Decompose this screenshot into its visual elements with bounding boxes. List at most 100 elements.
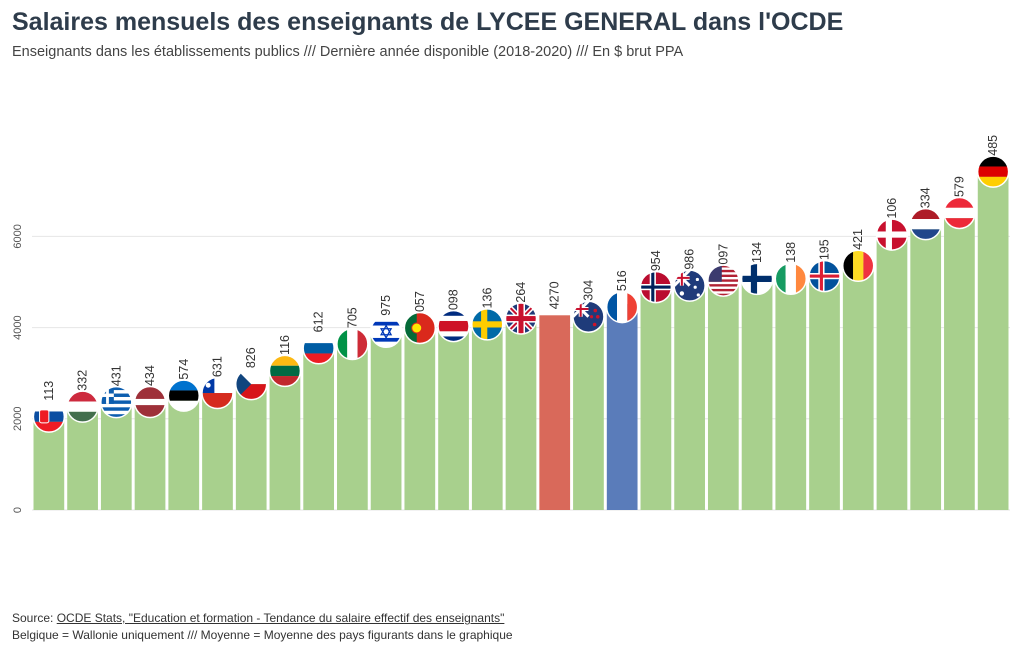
denmark-flag-icon	[875, 218, 909, 251]
bar	[606, 304, 638, 510]
data-label: 4136	[480, 288, 494, 316]
bar	[303, 345, 335, 510]
germany-flag-icon	[976, 155, 1010, 188]
belgium-flag-icon	[841, 249, 875, 283]
norway-flag-icon	[639, 270, 673, 304]
x-tick-label: Lituanie	[278, 517, 293, 563]
ireland-flag-icon	[774, 262, 808, 295]
data-label: 4986	[683, 249, 697, 277]
usa-flag-icon	[707, 264, 740, 297]
x-tick-label: Lettonie	[143, 517, 158, 563]
bar	[977, 168, 1009, 510]
bar	[235, 381, 267, 510]
x-tick-label: Chili	[210, 517, 225, 542]
data-label: 5097	[716, 244, 730, 272]
x-tick-label: Finland	[750, 517, 765, 560]
x-tick-label: Slovénie	[312, 517, 327, 567]
sweden-flag-icon	[471, 308, 504, 341]
data-label: 3975	[379, 295, 393, 323]
data-label: 2332	[76, 370, 90, 398]
netherlands-flag-icon	[909, 207, 942, 241]
data-label: 4057	[413, 291, 427, 319]
greece-flag-icon	[100, 385, 133, 419]
bar	[640, 284, 672, 510]
x-tick-label: Portugal	[413, 517, 428, 566]
x-tick-label: Costa Rica	[447, 516, 462, 580]
slovenia-flag-icon	[302, 332, 335, 365]
czech-flag-icon	[234, 367, 268, 401]
x-tick-label: Pays-Bas	[919, 517, 934, 573]
australia-flag-icon	[673, 269, 706, 302]
x-tick-label: Norvège	[649, 517, 664, 566]
y-tick-label: 2000	[12, 407, 24, 431]
x-tick-label: Angleterre	[514, 517, 529, 577]
data-label: 4270	[548, 281, 562, 309]
bar	[269, 367, 301, 510]
bar	[876, 231, 908, 510]
data-label: 2631	[210, 356, 224, 384]
x-tick-label: Grèce	[109, 517, 124, 552]
data-label: 4304	[581, 280, 595, 308]
data-label: 5138	[784, 242, 798, 270]
bar	[775, 275, 807, 510]
estonia-flag-icon	[167, 379, 201, 412]
bar	[168, 392, 200, 510]
france-flag-icon	[605, 290, 639, 324]
data-label: 4098	[447, 289, 461, 317]
latvia-flag-icon	[133, 385, 167, 419]
bar	[370, 328, 402, 510]
source-link[interactable]: OCDE Stats, "Education et formation - Te…	[56, 611, 505, 625]
data-label: 4954	[649, 250, 663, 278]
italy-flag-icon	[336, 327, 369, 361]
y-tick-label: 0	[12, 507, 24, 513]
data-label: 2826	[244, 347, 258, 375]
finland-flag-icon	[740, 262, 774, 296]
data-label: 2431	[109, 365, 123, 393]
x-tick-label: Nouvelle-Zélande	[581, 517, 596, 619]
data-label: 3705	[345, 307, 359, 335]
x-tick-label: Allemagne	[986, 517, 1001, 578]
data-label: 5421	[851, 229, 865, 257]
data-label: 2434	[143, 365, 157, 393]
bar	[505, 315, 537, 510]
x-tick-label: Irlande	[784, 517, 799, 557]
iceland-flag-icon	[808, 259, 841, 293]
chart-subtitle: Enseignants dans les établissements publ…	[12, 44, 684, 60]
bar	[842, 262, 874, 510]
costa-rica-flag-icon	[437, 309, 470, 343]
uk-flag-icon	[504, 302, 538, 335]
bar	[404, 325, 436, 510]
bar	[944, 209, 975, 510]
data-label: 6334	[919, 187, 933, 215]
chart-title: Salaires mensuels des enseignants de LYC…	[12, 8, 844, 36]
data-label: 5134	[750, 242, 764, 270]
x-tick-label: Estonie	[177, 517, 192, 560]
x-tick-label: Australie	[683, 517, 698, 568]
bar	[707, 277, 739, 510]
bar	[438, 323, 469, 510]
x-tick-label: Suède	[480, 517, 495, 555]
data-label: 4516	[615, 270, 629, 298]
austria-flag-icon	[943, 196, 976, 230]
source-prefix: Source:	[12, 611, 57, 625]
source-note: Source: OCDE Stats, "Education et format…	[12, 611, 504, 625]
bar	[539, 315, 571, 510]
bar	[910, 221, 942, 510]
lithuania-flag-icon	[268, 354, 302, 388]
bar	[471, 321, 503, 510]
footnote: Belgique = Wallonie uniquement /// Moyen…	[12, 628, 513, 642]
x-tick-label: Danemark	[885, 517, 900, 577]
x-tick-label: Rep. Tch.	[244, 517, 259, 572]
x-tick-label: Belgique	[851, 517, 866, 568]
x-tick-label: Italie	[345, 517, 360, 544]
bar	[337, 341, 368, 510]
x-tick-label: Israel	[379, 517, 394, 549]
portugal-flag-icon	[403, 311, 437, 345]
x-tick-label: Etats-Unis	[716, 517, 731, 577]
bar	[573, 313, 604, 510]
data-label: 7485	[986, 135, 1000, 163]
x-tick-label: Slovaquie	[42, 517, 57, 574]
bar	[741, 275, 773, 510]
data-label: 6106	[885, 198, 899, 226]
